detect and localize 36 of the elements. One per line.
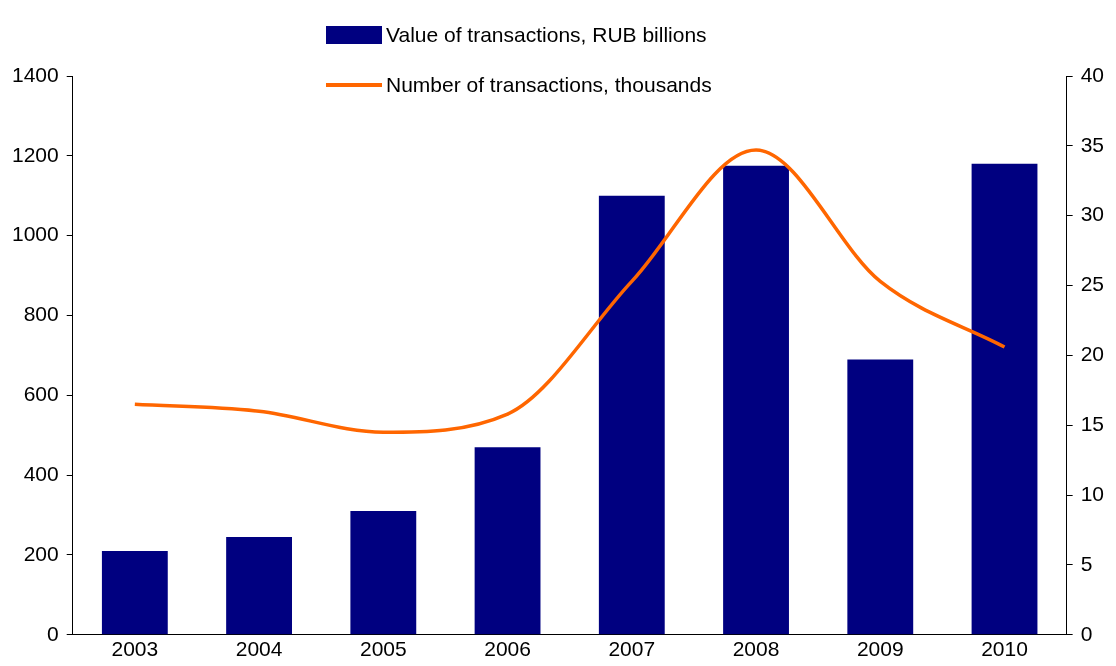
x-tick-label: 2006 — [484, 637, 531, 661]
bar — [971, 163, 1038, 635]
y2-tick-label: 5 — [1080, 551, 1093, 575]
x-tick-label: 2005 — [359, 637, 407, 661]
y-tick-label: 1000 — [12, 222, 59, 246]
x-tick-label: 2007 — [608, 637, 656, 661]
y-tick-label: 1200 — [12, 142, 59, 166]
y2-tick-label: 25 — [1080, 272, 1104, 296]
y-tick-label: 200 — [23, 541, 59, 565]
bar — [598, 195, 665, 635]
legend-label: Value of transactions, RUB billions — [386, 23, 707, 47]
legend-label: Number of transactions, thousands — [386, 73, 712, 97]
y-tick-label: 0 — [47, 621, 59, 645]
x-tick-label: 2008 — [732, 637, 780, 661]
x-tick-label: 2004 — [235, 637, 283, 661]
y2-tick-label: 35 — [1080, 132, 1104, 156]
y2-tick-label: 0 — [1080, 621, 1093, 645]
bar — [474, 447, 541, 635]
line-series — [133, 148, 1007, 434]
bar — [101, 550, 168, 635]
x-tick-label: 2003 — [111, 637, 159, 661]
y2-tick-label: 30 — [1080, 202, 1104, 226]
bar — [350, 511, 417, 635]
x-tick-label: 2009 — [856, 637, 904, 661]
y-tick-label: 400 — [23, 461, 59, 485]
y2-tick-label: 15 — [1080, 412, 1104, 436]
y-tick-label: 800 — [23, 302, 59, 326]
bar — [847, 359, 914, 635]
y-tick-label: 1400 — [12, 62, 59, 86]
x-tick-label: 2010 — [981, 637, 1028, 661]
y2-tick-label: 10 — [1080, 481, 1104, 505]
y2-tick-label: 20 — [1080, 342, 1104, 366]
y-tick-label: 600 — [23, 382, 59, 406]
bar — [226, 537, 292, 635]
y2-tick-label: 40 — [1080, 62, 1104, 86]
bar — [723, 165, 789, 635]
